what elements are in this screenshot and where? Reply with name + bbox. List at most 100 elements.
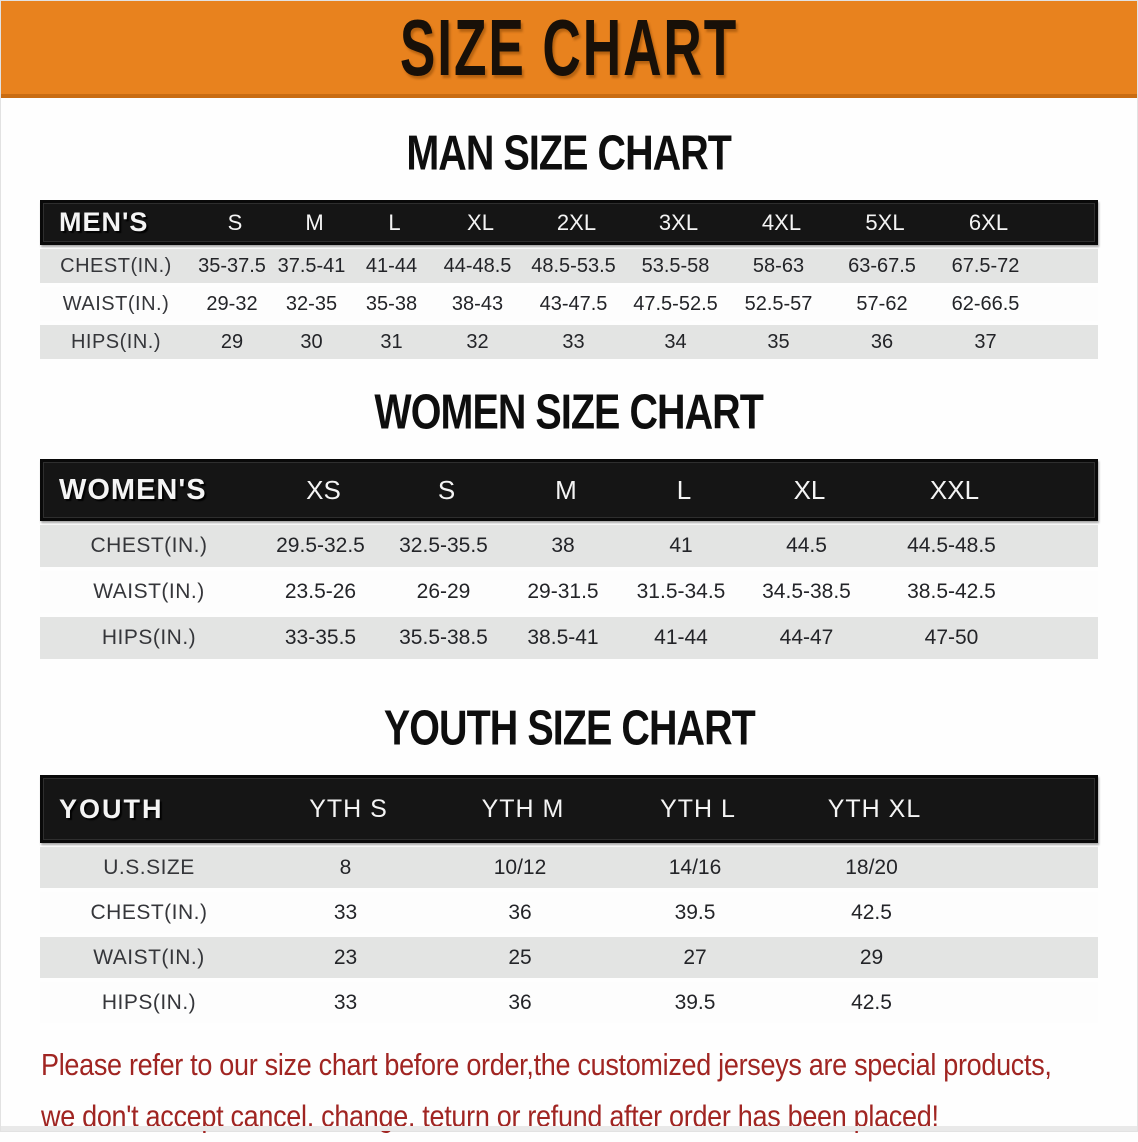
youth-chest-in-value-2: 39.5	[674, 900, 716, 924]
men-waist-in-value-2: 35-38	[365, 292, 418, 315]
men-hips-in-value-2: 31	[380, 330, 403, 353]
men-size-col-3xl: 3XL	[658, 209, 699, 235]
women-waist-in-value-4: 34.5-38.5	[762, 580, 851, 603]
women-size-table: WOMEN'S XS S M L XL XXL CHEST(IN.) 29.5-32.5 32.5…	[40, 459, 1098, 659]
youth-waist-in-value-2: 27	[683, 945, 707, 969]
men-hips-in-value-3: 32	[466, 330, 489, 353]
women-corner-label: WOMEN'S	[59, 473, 207, 506]
youth-hips-in-value-1: 36	[508, 990, 532, 1014]
women-row-label-hips-in: HIPS(IN.)	[101, 626, 197, 649]
men-waist-in-value-8: 62-66.5	[951, 292, 1020, 315]
men-hips-in-value-0: 29	[220, 330, 244, 353]
women-table-header-row: WOMEN'S XS S M L XL XXL	[40, 459, 1098, 521]
women-size-col-m: M	[555, 474, 577, 505]
men-size-col-xl: XL	[467, 209, 494, 235]
youth-waist-in-value-3: 29	[859, 945, 884, 969]
men-size-table: MEN'S S M L XL 2XL 3XL 4XL 5XL 6XL CHEST(IN.) 35-37…	[40, 200, 1098, 359]
youth-size-table: YOUTH YTH S YTH M YTH L YTH XL U.S.SIZE 8 10/12…	[40, 775, 1098, 1023]
women-chest-in-value-1: 32.5-35.5	[399, 534, 488, 557]
youth-hips-in-value-3: 42.5	[851, 990, 892, 1014]
women-chest-in-value-3: 41	[669, 534, 693, 557]
men-chest-in-value-1: 37.5-41	[277, 254, 346, 277]
women-waist-in-value-0: 23.5-26	[284, 580, 357, 603]
men-waist-in-value-0: 29-32	[206, 292, 258, 315]
men-chest-in-value-6: 58-63	[752, 254, 805, 277]
women-section-heading-text: WOMEN SIZE CHART	[374, 383, 764, 440]
youth-row-u-s-size: U.S.SIZE 8 10/12 14/16 18/20	[40, 847, 1098, 888]
men-waist-in-value-4: 43-47.5	[539, 292, 608, 315]
youth-hips-in-value-0: 33	[333, 990, 358, 1014]
men-row-label-hips-in: HIPS(IN.)	[70, 330, 162, 353]
women-size-col-s: S	[437, 474, 456, 505]
men-chest-in-value-7: 63-67.5	[848, 254, 916, 277]
youth-u-s-size-value-2: 14/16	[668, 855, 722, 879]
men-chest-in-value-8: 67.5-72	[951, 254, 1020, 277]
youth-chest-in-value-1: 36	[508, 900, 532, 924]
youth-chest-in-value-3: 42.5	[851, 900, 892, 924]
men-waist-in-value-6: 52.5-57	[744, 292, 813, 315]
women-row-chest-in: CHEST(IN.) 29.5-32.5 32.5-35.5 38 41 44.5 44.5…	[40, 525, 1098, 567]
women-row-waist-in: WAIST(IN.) 23.5-26 26-29 29-31.5 31.5-34.5 34…	[40, 571, 1098, 613]
men-hips-in-value-8: 37	[974, 330, 997, 353]
youth-size-col-yth-s: YTH S	[309, 794, 388, 823]
youth-waist-in-value-1: 25	[508, 945, 532, 969]
banner-title: SIZE CHART	[399, 2, 739, 93]
women-chest-in-value-5: 44.5-48.5	[907, 534, 996, 557]
men-chest-in-value-0: 35-37.5	[198, 254, 266, 277]
youth-row-label-chest-in: CHEST(IN.)	[90, 900, 208, 924]
disclaimer-line-2: we don't accept cancel, change, teturn o…	[41, 1099, 939, 1134]
disclaimer-line-1: Please refer to our size chart before or…	[41, 1047, 1052, 1082]
men-chest-in-value-2: 41-44	[365, 254, 418, 277]
youth-size-col-yth-l: YTH L	[660, 794, 736, 823]
youth-corner-label: YOUTH	[59, 793, 164, 824]
men-row-waist-in: WAIST(IN.) 29-32 32-35 35-38 38-43 43-47.5 47.…	[40, 287, 1098, 321]
youth-row-label-hips-in: HIPS(IN.)	[101, 990, 197, 1014]
men-row-label-chest-in: CHEST(IN.)	[60, 254, 172, 277]
women-size-col-xl: XL	[793, 474, 826, 505]
youth-row-hips-in: HIPS(IN.) 33 36 39.5 42.5	[40, 982, 1098, 1023]
women-hips-in-value-4: 44-47	[779, 626, 834, 649]
youth-u-s-size-value-0: 8	[339, 855, 352, 879]
women-row-hips-in: HIPS(IN.) 33-35.5 35.5-38.5 38.5-41 41-44 44-…	[40, 617, 1098, 659]
men-waist-in-value-3: 38-43	[451, 292, 504, 315]
men-chest-in-value-4: 48.5-53.5	[531, 254, 616, 277]
men-hips-in-value-1: 30	[300, 330, 323, 353]
men-hips-in-value-4: 33	[562, 330, 585, 353]
women-waist-in-value-5: 38.5-42.5	[907, 580, 996, 603]
men-waist-in-value-1: 32-35	[285, 292, 338, 315]
youth-section-heading: YOUTH SIZE CHART	[1, 697, 1137, 759]
order-disclaimer-note: Please refer to our size chart before or…	[41, 1039, 1137, 1142]
men-corner-label: MEN'S	[59, 207, 149, 237]
women-size-col-xxl: XXL	[929, 474, 980, 505]
women-chest-in-value-0: 29.5-32.5	[276, 534, 365, 557]
women-chest-in-value-2: 38	[551, 534, 575, 557]
women-chest-in-value-4: 44.5	[786, 534, 827, 557]
youth-u-s-size-value-3: 18/20	[845, 855, 898, 879]
men-size-col-5xl: 5XL	[865, 209, 905, 235]
youth-hips-in-value-2: 39.5	[674, 990, 716, 1014]
men-chest-in-value-5: 53.5-58	[641, 254, 710, 277]
man-section-heading: MAN SIZE CHART	[1, 122, 1137, 184]
youth-section-heading-text: YOUTH SIZE CHART	[383, 699, 755, 756]
women-row-label-chest-in: CHEST(IN.)	[90, 534, 208, 557]
women-hips-in-value-1: 35.5-38.5	[399, 626, 488, 649]
women-waist-in-value-2: 29-31.5	[527, 580, 599, 603]
man-section-heading-text: MAN SIZE CHART	[406, 124, 733, 181]
men-hips-in-value-7: 36	[870, 330, 894, 353]
women-waist-in-value-1: 26-29	[416, 580, 471, 603]
women-section-heading: WOMEN SIZE CHART	[1, 381, 1137, 443]
men-size-col-2xl: 2XL	[556, 209, 597, 235]
men-waist-in-value-5: 47.5-52.5	[633, 292, 718, 315]
women-size-col-l: L	[676, 474, 692, 505]
women-hips-in-value-2: 38.5-41	[527, 626, 599, 649]
men-size-col-m: M	[305, 209, 324, 235]
bottom-edge-strip	[1, 1126, 1137, 1131]
youth-size-col-yth-m: YTH M	[481, 794, 565, 823]
youth-row-chest-in: CHEST(IN.) 33 36 39.5 42.5	[40, 892, 1098, 933]
men-size-col-l: L	[388, 209, 401, 235]
men-size-col-4xl: 4XL	[761, 209, 802, 235]
youth-row-waist-in: WAIST(IN.) 23 25 27 29	[40, 937, 1098, 978]
youth-u-s-size-value-1: 10/12	[493, 855, 547, 879]
women-waist-in-value-3: 31.5-34.5	[636, 580, 726, 603]
